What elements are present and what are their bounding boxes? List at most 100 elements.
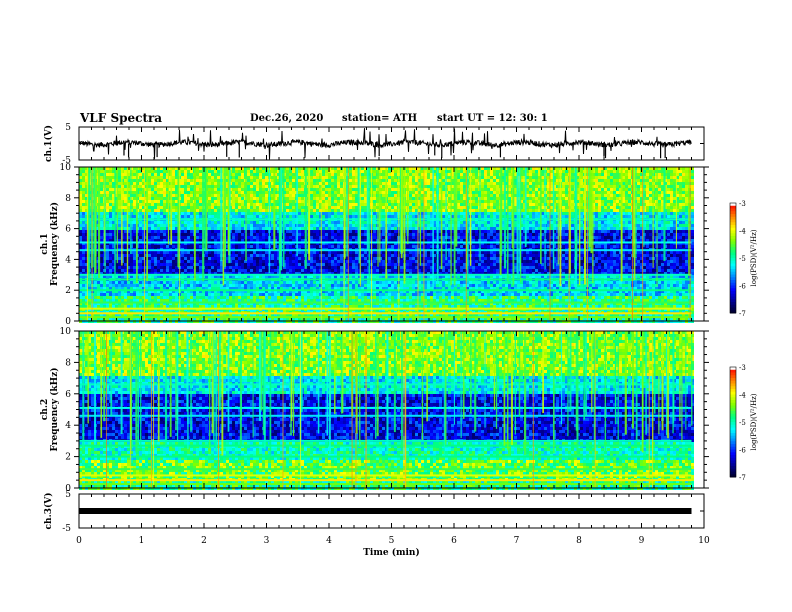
spectrogram-cell	[592, 200, 595, 203]
spectrogram-cell	[649, 185, 652, 188]
spectrogram-cell	[139, 194, 142, 197]
spectrogram-cell	[328, 194, 331, 197]
spectrogram-cell	[112, 215, 115, 218]
spectrogram-cell	[100, 182, 103, 185]
spectrogram-cell	[565, 179, 568, 182]
spectrogram-cell	[565, 212, 568, 215]
spectrogram-cell	[493, 224, 496, 227]
spectrogram-cell	[460, 188, 463, 191]
spectrogram-cell	[256, 173, 259, 176]
spectrogram-cell	[256, 191, 259, 194]
spectrogram-cell	[658, 197, 661, 200]
spectrogram-cell	[628, 191, 631, 194]
spectrogram-cell	[424, 230, 427, 233]
spectrogram-cell	[409, 179, 412, 182]
spectrogram-cell	[301, 227, 304, 230]
spectrogram-cell	[628, 227, 631, 230]
ch1-waveform-line	[78, 128, 692, 160]
spectrogram-cell	[214, 209, 217, 212]
spectrogram-cell	[217, 206, 220, 209]
spectrogram-cell	[463, 221, 466, 224]
spectrogram-cell	[691, 173, 694, 176]
spectrogram-cell	[580, 185, 583, 188]
spectrogram-cell	[484, 191, 487, 194]
spectrogram-cell	[247, 167, 250, 170]
spectrogram-cell	[616, 203, 619, 206]
spectrogram-cell	[256, 194, 259, 197]
spectrogram-cell	[106, 215, 109, 218]
spectrogram-cell	[571, 197, 574, 200]
spectrogram-cell	[679, 167, 682, 170]
spectrogram-cell	[481, 188, 484, 191]
spectrogram-cell	[334, 227, 337, 230]
spectrogram-cell	[490, 191, 493, 194]
spectrogram-cell	[673, 197, 676, 200]
spectrogram-cell	[643, 185, 646, 188]
spectrogram-cell	[655, 224, 658, 227]
spectrogram-cell	[553, 194, 556, 197]
spectrogram-cell	[685, 212, 688, 215]
spectrogram-cell	[646, 197, 649, 200]
spectrogram-cell	[685, 209, 688, 212]
spectrogram-cell	[430, 179, 433, 182]
spectrogram-cell	[667, 167, 670, 170]
spectrogram-cell	[646, 233, 649, 236]
spectrogram-cell	[355, 176, 358, 179]
spectrogram-cell	[646, 191, 649, 194]
spectrogram-cell	[442, 182, 445, 185]
spectrogram-cell	[139, 191, 142, 194]
spectrogram-cell	[670, 209, 673, 212]
spectrogram-cell	[235, 194, 238, 197]
spectrogram-cell	[226, 215, 229, 218]
spectrogram-cell	[256, 233, 259, 236]
spectrogram-cell	[613, 197, 616, 200]
spectrogram-cell	[622, 209, 625, 212]
spectrogram-cell	[148, 209, 151, 212]
spectrogram-cell	[682, 209, 685, 212]
spectrogram-cell	[133, 209, 136, 212]
spectrogram-cell	[112, 188, 115, 191]
spectrogram-cell	[547, 194, 550, 197]
spectrogram-cell	[640, 206, 643, 209]
spectrogram-cell	[139, 176, 142, 179]
spectrogram-cell	[151, 209, 154, 212]
spectrogram-cell	[670, 182, 673, 185]
spectrogram-cell	[514, 170, 517, 173]
spectrogram-cell	[331, 182, 334, 185]
spectrogram-cell	[82, 233, 85, 236]
spectrogram-cell	[289, 185, 292, 188]
spectrogram-cell	[490, 212, 493, 215]
spectrogram-cell	[382, 176, 385, 179]
spectrogram-cell	[199, 215, 202, 218]
spectrogram-cell	[592, 203, 595, 206]
spectrogram-cell	[109, 176, 112, 179]
spectrogram-cell	[538, 188, 541, 191]
spectrogram-cell	[655, 206, 658, 209]
spectrogram-cell	[481, 203, 484, 206]
spectrogram-cell	[691, 233, 694, 236]
spectrogram-cell	[532, 236, 535, 239]
spectrogram-cell	[691, 194, 694, 197]
spectrogram-cell	[217, 197, 220, 200]
spectrogram-cell	[199, 191, 202, 194]
spectrogram-cell	[457, 206, 460, 209]
spectrogram-cell	[247, 197, 250, 200]
spectrogram-cell	[100, 194, 103, 197]
spectrogram-cell	[457, 236, 460, 239]
spectrogram-cell	[322, 185, 325, 188]
spectrogram-cell	[112, 212, 115, 215]
spectrogram-cell	[514, 197, 517, 200]
spectrogram-cell	[355, 182, 358, 185]
spectrogram-cell	[523, 209, 526, 212]
spectrogram-cell	[412, 182, 415, 185]
spectrogram-cell	[292, 179, 295, 182]
spectrogram-cell	[373, 203, 376, 206]
spectrogram-cell	[118, 173, 121, 176]
spectrogram-cell	[592, 185, 595, 188]
spectrogram-cell	[175, 182, 178, 185]
spectrogram-cell	[100, 188, 103, 191]
spectrogram-cell	[142, 188, 145, 191]
spectrogram-cell	[214, 176, 217, 179]
spectrogram-cell	[394, 173, 397, 176]
